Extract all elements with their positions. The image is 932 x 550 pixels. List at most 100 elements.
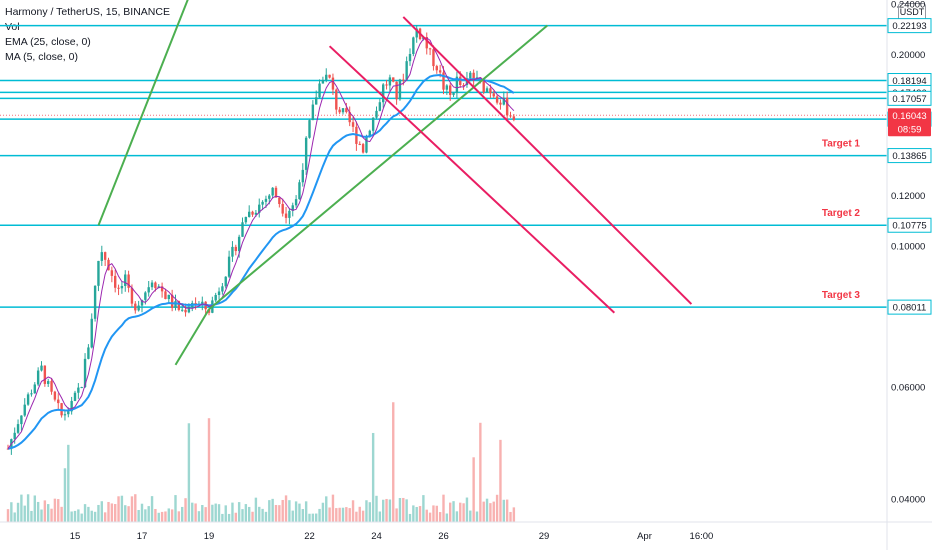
- price-tick-label: 0.20000: [891, 50, 925, 61]
- volume-bar: [418, 506, 422, 522]
- volume-bar: [438, 512, 442, 522]
- volume-bar: [422, 495, 425, 522]
- volume-bar: [382, 499, 385, 522]
- candle-body: [345, 108, 348, 113]
- volume-bar: [103, 512, 107, 522]
- candle-body: [67, 411, 70, 415]
- volume-bar: [124, 505, 127, 522]
- candle-body: [83, 358, 87, 388]
- level-label: 0.08011: [893, 303, 927, 314]
- candle-body: [341, 108, 345, 113]
- price-tick-label: 0.24000: [891, 0, 925, 11]
- candle-body: [231, 246, 234, 257]
- volume-bar: [499, 439, 502, 522]
- candle-body: [271, 187, 274, 196]
- legend-title[interactable]: Harmony / TetherUS, 15, BINANCE: [5, 6, 170, 18]
- volume-bar: [170, 509, 174, 522]
- volume-bar: [120, 495, 124, 522]
- candle-body: [124, 274, 127, 287]
- legend-ema[interactable]: EMA (25, close, 0): [5, 36, 91, 48]
- volume-bar: [90, 510, 93, 522]
- candle-body: [505, 97, 509, 116]
- volume-bar: [402, 497, 405, 522]
- candle-body: [264, 198, 268, 202]
- volume-bar: [237, 502, 241, 522]
- volume-bar: [298, 503, 301, 522]
- volume-bar: [325, 496, 328, 522]
- candle-body: [140, 299, 144, 306]
- candle-body: [294, 199, 298, 206]
- volume-bar: [241, 509, 244, 522]
- candle-body: [402, 79, 405, 81]
- volume-bar: [479, 422, 482, 522]
- volume-bar: [268, 500, 271, 522]
- candle-body: [392, 77, 395, 82]
- volume-bar: [63, 468, 67, 522]
- volume-bar: [254, 497, 258, 522]
- candle-body: [398, 79, 402, 100]
- time-tick-label: 17: [137, 531, 148, 542]
- volume-bar: [432, 505, 435, 522]
- volume-bar: [117, 496, 120, 522]
- volume-bar: [36, 501, 40, 522]
- volume-bar: [308, 513, 311, 522]
- level-badge: [887, 18, 932, 34]
- candle-body: [50, 381, 53, 392]
- candle-body: [301, 169, 304, 183]
- candle-body: [26, 394, 30, 405]
- candle-body: [304, 137, 308, 170]
- candle-body: [368, 130, 371, 138]
- volume-bar: [127, 506, 130, 522]
- legend-ma[interactable]: MA (5, close, 0): [5, 51, 78, 63]
- volume-bar: [505, 499, 509, 522]
- candle-body: [33, 384, 36, 394]
- volume-bar: [301, 509, 304, 522]
- candle-body: [144, 292, 147, 300]
- volume-bar: [288, 500, 291, 522]
- candle-body: [284, 213, 288, 218]
- candle-body: [371, 117, 375, 131]
- trend-channels: [97, 0, 693, 366]
- candle-body: [90, 318, 93, 348]
- candle-body: [167, 294, 170, 300]
- indicator-lines: [7, 37, 515, 450]
- volume-bar: [281, 499, 284, 522]
- candle-body: [170, 294, 174, 308]
- price-tick-label: 0.10000: [891, 241, 925, 252]
- volume-bar: [442, 494, 445, 522]
- candle-body: [325, 74, 328, 81]
- candle-body: [365, 137, 368, 153]
- volume-bar: [509, 511, 512, 522]
- candle-body: [382, 84, 385, 103]
- ascending-channel-lower-leg: [174, 308, 210, 366]
- volume-bar: [53, 498, 57, 522]
- candle-body: [23, 404, 26, 416]
- volume-bar: [93, 511, 97, 522]
- volume-bar: [201, 505, 204, 522]
- candle-body: [217, 291, 221, 296]
- candle-body: [164, 291, 167, 300]
- price-tick-label: 0.06000: [891, 382, 925, 393]
- volume-bar: [214, 503, 217, 522]
- ema-line: [7, 73, 515, 450]
- volume-bar: [365, 500, 368, 522]
- volume-bar: [150, 496, 154, 522]
- candle-body: [187, 307, 191, 313]
- candle-body: [234, 246, 237, 252]
- candle-body: [154, 282, 157, 289]
- candle-body: [36, 370, 40, 385]
- volume-bar: [33, 495, 36, 522]
- volume-bar: [315, 513, 318, 522]
- volume-bar: [261, 508, 264, 522]
- volume-bar: [408, 513, 412, 522]
- candle-body: [30, 393, 33, 395]
- candle-body: [93, 285, 97, 319]
- legend-volume[interactable]: Vol: [5, 21, 20, 33]
- candle-body: [63, 414, 67, 416]
- volume-bar: [405, 499, 408, 522]
- chart-annotations: Target 1 Target 2 Target 3: [822, 139, 861, 302]
- candle-body: [227, 256, 231, 277]
- volume-bar: [231, 502, 234, 522]
- volume-bar: [351, 500, 355, 522]
